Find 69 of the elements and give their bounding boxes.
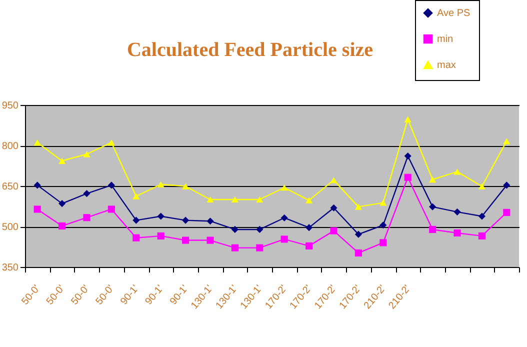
point (58, 200, 66, 208)
point (83, 151, 90, 158)
point (231, 196, 238, 203)
point (503, 208, 510, 216)
point (330, 204, 338, 212)
point (83, 190, 90, 198)
point (182, 216, 190, 224)
point (478, 232, 486, 240)
point (256, 196, 264, 203)
point (330, 227, 338, 234)
point (306, 242, 313, 250)
point (83, 214, 90, 222)
point (404, 152, 412, 160)
point (157, 232, 164, 240)
point (206, 218, 214, 225)
point (108, 182, 115, 189)
point (182, 236, 190, 244)
y-tick-label: 800 (2, 141, 19, 152)
point (256, 244, 264, 252)
chart-title: Calculated Feed Particle size (126, 39, 374, 61)
point (454, 208, 461, 216)
point (454, 168, 461, 175)
point (34, 182, 41, 189)
y-tick-label: 500 (2, 222, 19, 233)
point (380, 222, 387, 229)
point (280, 214, 288, 222)
point (280, 236, 288, 243)
point (306, 197, 313, 204)
point (280, 184, 288, 191)
point (354, 230, 362, 238)
point (157, 181, 164, 188)
point (478, 212, 486, 220)
point (132, 234, 140, 242)
point (206, 196, 214, 203)
point (231, 226, 238, 234)
point (404, 116, 412, 122)
point (454, 229, 461, 237)
point (231, 244, 238, 252)
y-tick-label: 650 (2, 182, 19, 192)
point (429, 226, 436, 234)
point (503, 138, 510, 144)
point (354, 204, 362, 210)
point (380, 200, 387, 206)
point (108, 206, 115, 213)
y-tick-label: 350 (2, 262, 19, 274)
point (157, 212, 164, 220)
point (478, 183, 486, 190)
point (330, 177, 338, 184)
point (132, 216, 140, 224)
legend-label: Ave PS (437, 8, 470, 19)
point (429, 176, 436, 183)
point (256, 226, 264, 234)
point (182, 183, 190, 190)
point (354, 249, 362, 256)
point (132, 193, 140, 200)
point (404, 174, 412, 181)
point (503, 182, 510, 189)
point (34, 139, 41, 146)
point (34, 206, 41, 213)
legend-label: max (437, 60, 456, 71)
legend-label: min (437, 34, 454, 45)
y-tick-label: 950 (2, 100, 19, 112)
point (58, 158, 66, 164)
point (206, 236, 214, 244)
point (58, 222, 66, 230)
point (429, 203, 436, 210)
point (306, 224, 313, 232)
point (380, 239, 387, 246)
point (108, 139, 115, 146)
